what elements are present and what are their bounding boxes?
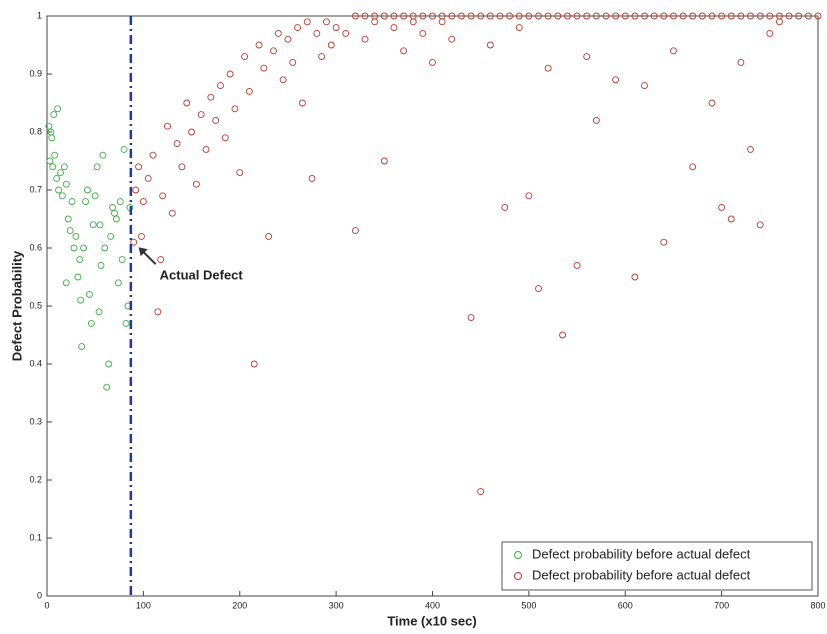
y-tick-label: 0.1	[29, 532, 42, 542]
y-tick-label: 0.5	[29, 300, 42, 310]
y-tick-label: 0.9	[29, 68, 42, 78]
y-tick-label: 0.3	[29, 416, 42, 426]
x-tick-label: 300	[329, 600, 344, 610]
y-tick-label: 1	[37, 10, 42, 20]
y-tick-label: 0.6	[29, 242, 42, 252]
x-axis-title: Time (x10 sec)	[387, 613, 476, 628]
x-tick-label: 100	[136, 600, 151, 610]
x-tick-label: 200	[232, 600, 247, 610]
page: {"chart_data": {"type": "scatter", "x_la…	[0, 0, 827, 634]
annotation-text: Actual Defect	[160, 268, 244, 283]
x-tick-label: 800	[810, 600, 825, 610]
x-tick-label: 400	[425, 600, 440, 610]
x-tick-label: 700	[714, 600, 729, 610]
y-tick-label: 0.4	[29, 358, 42, 368]
legend-text: Defect probability before actual defect	[532, 567, 751, 582]
x-tick-label: 500	[521, 600, 536, 610]
y-tick-label: 0.7	[29, 184, 42, 194]
y-tick-label: 0	[37, 590, 42, 600]
chart: Time (x10 sec) Defect Probability 0 100 20…	[0, 0, 827, 634]
legend-text: Defect probability before actual defect	[532, 546, 751, 561]
x-tick-label: 600	[618, 600, 633, 610]
y-axis-title: Defect Probability	[9, 250, 24, 361]
plot-area	[47, 16, 818, 596]
y-tick-label: 0.8	[29, 126, 42, 136]
y-tick-label: 0.2	[29, 474, 42, 484]
x-tick-label: 0	[44, 600, 49, 610]
